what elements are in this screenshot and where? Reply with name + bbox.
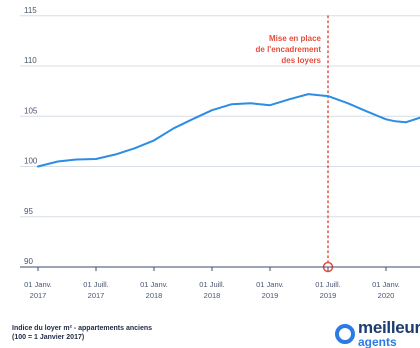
x-tick-label-6-line2: 2020 — [378, 291, 395, 300]
series-line-0 — [37, 93, 420, 168]
logo-mark-icon — [335, 324, 355, 344]
meilleursagents-logo: meilleurs agents — [334, 318, 420, 348]
series-layer — [37, 93, 420, 168]
x-tick-label-5-line2: 2019 — [320, 291, 337, 300]
x-tick-label-5-line1: 01 Juill. — [315, 280, 340, 289]
y-tick-label-110: 110 — [24, 56, 37, 65]
x-tick-label-0-line2: 2017 — [30, 291, 47, 300]
x-tick-label-2-line2: 2018 — [146, 291, 163, 300]
y-tick-label-105: 105 — [24, 106, 38, 115]
x-tick-label-3-line2: 2018 — [204, 291, 221, 300]
annotation-layer: Mise en place de l'encadrement des loyers — [256, 15, 334, 273]
y-tick-label-95: 95 — [24, 207, 33, 216]
x-tick-label-4-line2: 2019 — [262, 291, 279, 300]
chart-caption-line2: (100 = 1 Janvier 2017) — [12, 334, 85, 341]
chart-caption: Indice du loyer m² - appartements ancien… — [12, 324, 152, 342]
annotation-text-line2: de l'encadrement — [256, 45, 322, 54]
grid-layer — [20, 15, 420, 218]
chart-caption-line1: Indice du loyer m² - appartements ancien… — [12, 325, 153, 332]
x-tick-label-6-line1: 01 Janv. — [372, 280, 400, 289]
y-tick-label-90: 90 — [24, 257, 33, 266]
annotation-text-line1: Mise en place — [269, 34, 322, 43]
y-tick-label-100: 100 — [24, 157, 38, 166]
x-tick-label-4-line1: 01 Janv. — [256, 280, 284, 289]
logo-text-main: meilleurs — [358, 318, 420, 337]
axis-layer: 90 95 100 105 110 115 01 Janv. 2017 01 Juill. 201… — [20, 6, 420, 300]
y-tick-label-115: 115 — [24, 6, 37, 15]
x-tick-label-2-line1: 01 Janv. — [140, 280, 168, 289]
x-tick-label-3-line1: 01 Juill. — [199, 280, 224, 289]
x-tick-label-1-line1: 01 Juill. — [83, 280, 108, 289]
annotation-text-line3: des loyers — [281, 56, 321, 65]
logo-text-sub: agents — [358, 335, 397, 348]
x-tick-label-1-line2: 2017 — [88, 291, 105, 300]
x-tick-label-0-line1: 01 Janv. — [24, 280, 52, 289]
